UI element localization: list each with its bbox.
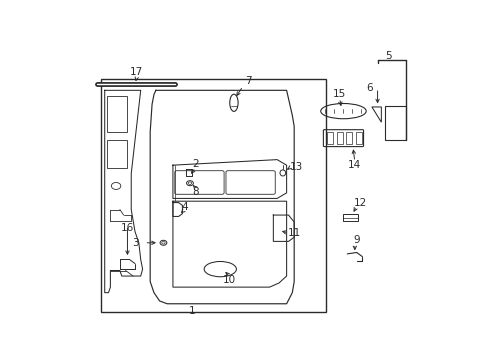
Text: 6: 6 xyxy=(366,82,372,93)
Bar xyxy=(355,132,361,144)
Text: 3: 3 xyxy=(131,238,138,248)
Text: 16: 16 xyxy=(121,222,134,233)
Bar xyxy=(106,140,127,168)
Bar xyxy=(326,132,332,144)
Text: 12: 12 xyxy=(353,198,366,208)
Text: 11: 11 xyxy=(287,228,300,238)
Text: 1: 1 xyxy=(188,306,195,316)
Text: 5: 5 xyxy=(385,51,391,61)
Bar xyxy=(106,96,127,132)
Text: 2: 2 xyxy=(192,159,199,169)
Text: 15: 15 xyxy=(332,90,346,99)
Bar xyxy=(101,79,326,312)
Text: 7: 7 xyxy=(245,76,251,86)
Text: 17: 17 xyxy=(130,67,143,77)
Text: 13: 13 xyxy=(289,162,302,172)
Text: 9: 9 xyxy=(353,235,359,245)
Text: 10: 10 xyxy=(223,275,236,285)
Bar xyxy=(346,132,352,144)
Text: 4: 4 xyxy=(181,202,187,212)
Bar xyxy=(343,214,357,221)
Text: 14: 14 xyxy=(347,160,361,170)
Bar xyxy=(336,132,342,144)
Text: 8: 8 xyxy=(192,186,199,197)
